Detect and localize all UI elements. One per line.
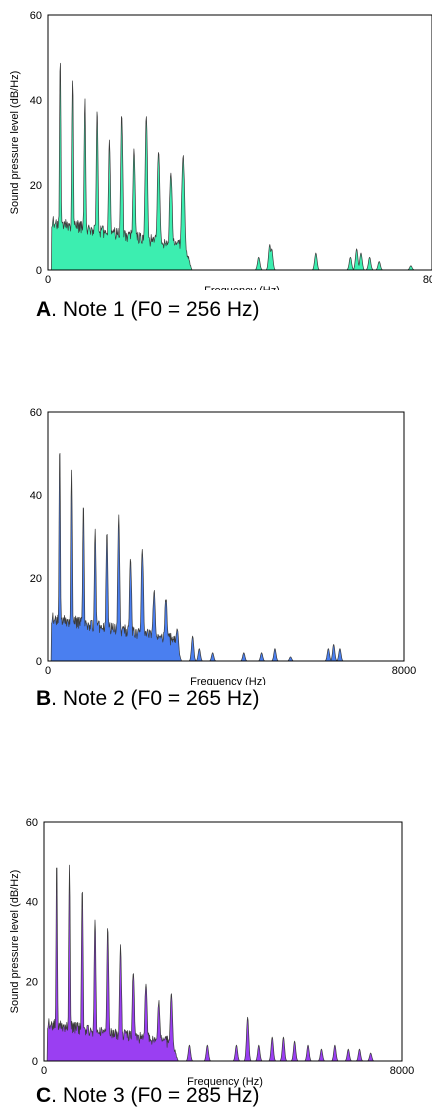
y-axis-label: Sound pressure level (dB/Hz) xyxy=(9,71,21,215)
x-tick-label: 0 xyxy=(45,665,51,677)
chart-panel-a: 0 20 40 60 0 800 Frequency (Hz) Sound pressure … xyxy=(0,0,432,330)
x-axis-label: Frequency (Hz) xyxy=(190,676,266,685)
y-tick-label: 20 xyxy=(30,180,42,192)
caption-letter: C xyxy=(36,1084,52,1107)
y-tick-label: 20 xyxy=(30,573,42,585)
caption-a: A. Note 1 (F0 = 256 Hz) xyxy=(36,298,260,322)
plot-frame xyxy=(47,14,432,271)
caption-letter: A xyxy=(36,298,52,321)
y-tick-label: 60 xyxy=(30,407,42,419)
y-tick-label: 0 xyxy=(36,265,42,277)
y-axis-label: Sound pressure level (dB/Hz) xyxy=(9,870,21,1014)
x-tick-label: 8000 xyxy=(392,665,416,677)
caption-text: . Note 2 (F0 = 265 Hz) xyxy=(51,687,260,710)
y-tick-label: 40 xyxy=(30,490,42,502)
x-axis-label: Frequency (Hz) xyxy=(187,1076,263,1088)
x-tick-label: 8000 xyxy=(390,1065,414,1077)
y-tick-label: 40 xyxy=(30,95,42,107)
y-tick-label: 20 xyxy=(26,976,38,988)
x-tick-label: 0 xyxy=(45,274,51,286)
chart-c: 0 20 40 60 0 8000 Frequency (Hz) Sound pressure… xyxy=(9,817,414,1088)
chart-a: 0 20 40 60 0 800 Frequency (Hz) Sound pressure … xyxy=(9,10,432,290)
caption-b: B. Note 2 (F0 = 265 Hz) xyxy=(36,687,260,711)
plot-frame xyxy=(43,821,403,1062)
chart-b: 0 20 40 60 0 8000 Frequency (Hz) xyxy=(30,407,416,685)
caption-text: . Note 3 (F0 = 285 Hz) xyxy=(51,1084,260,1107)
caption-text: . Note 1 (F0 = 256 Hz) xyxy=(51,298,260,321)
caption-letter: B xyxy=(36,687,52,710)
plot-frame xyxy=(47,411,405,662)
y-tick-label: 0 xyxy=(36,656,42,668)
x-axis-label: Frequency (Hz) xyxy=(204,285,280,290)
y-tick-label: 60 xyxy=(30,10,42,22)
x-tick-label: 0 xyxy=(41,1065,47,1077)
spectrum-area xyxy=(47,452,405,662)
y-tick-label: 60 xyxy=(26,817,38,829)
caption-c: C. Note 3 (F0 = 285 Hz) xyxy=(36,1084,260,1108)
x-tick-label: 800 xyxy=(423,274,432,286)
chart-panel-c: 0 20 40 60 0 8000 Frequency (Hz) Sound pressure… xyxy=(0,808,432,1109)
chart-panel-b: 0 20 40 60 0 8000 Frequency (Hz) B. Note 2 (F0… xyxy=(0,395,432,725)
y-tick-label: 0 xyxy=(32,1056,38,1068)
spectrum-area xyxy=(47,62,432,271)
spectrum-area xyxy=(43,864,403,1062)
y-tick-label: 40 xyxy=(26,897,38,909)
